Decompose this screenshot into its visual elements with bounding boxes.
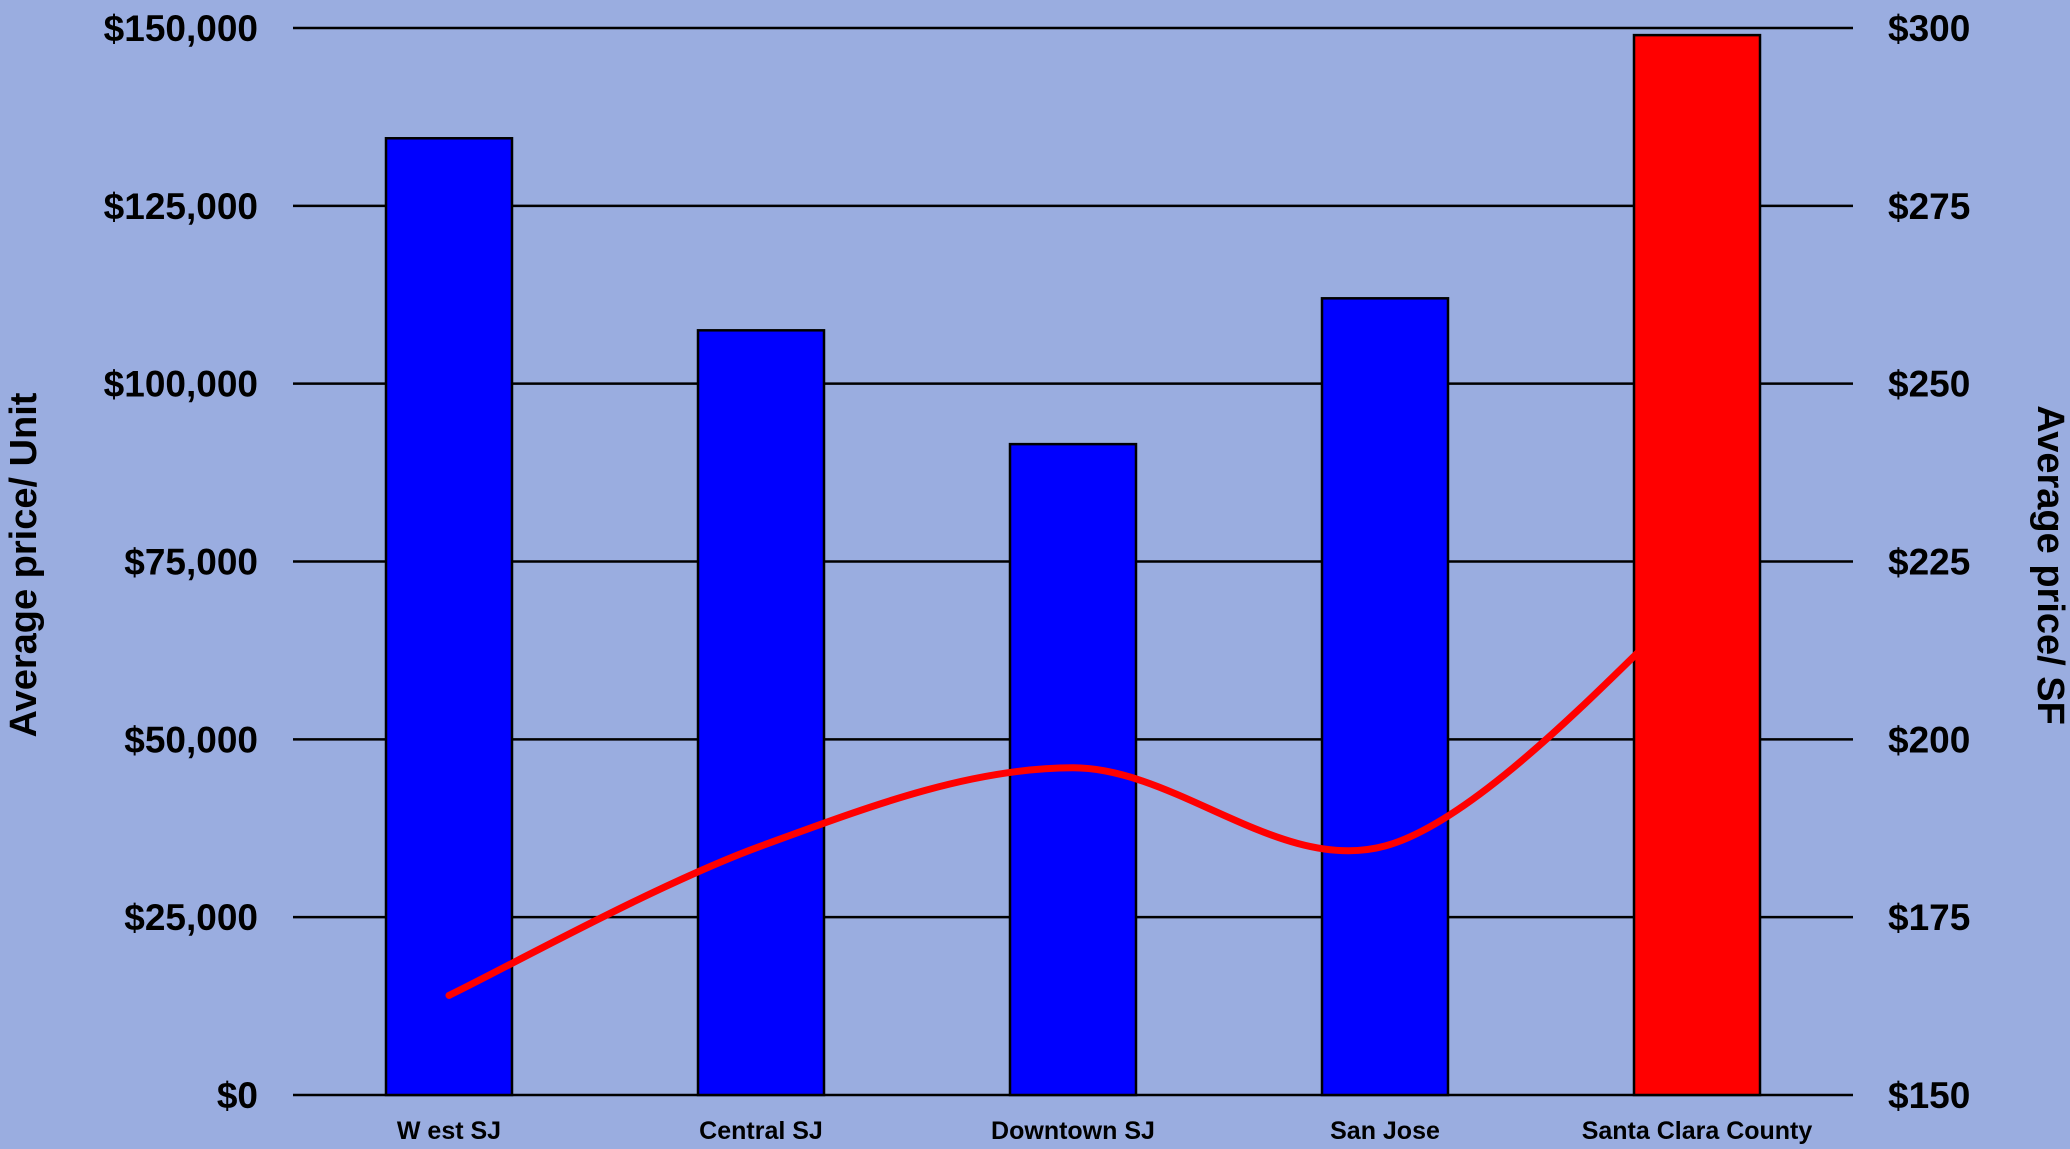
- y-axis-title-left: Average price/ Unit: [3, 392, 45, 737]
- left-tick-label: $150,000: [104, 8, 258, 49]
- x-tick-label: San Jose: [1330, 1117, 1440, 1145]
- x-tick-label: Central SJ: [699, 1117, 823, 1145]
- right-tick-label: $225: [1888, 542, 1970, 583]
- left-tick-label: $25,000: [124, 897, 258, 938]
- left-axis-ticks: $0 $25,000 $50,000 $75,000 $100,000 $125,000 $…: [104, 8, 258, 1116]
- right-tick-label: $150: [1888, 1075, 1970, 1116]
- bar: [1632, 33, 1762, 1097]
- bar: [384, 137, 514, 1097]
- x-axis-labels: W est SJ Central SJ Downtown SJ San Jose San…: [397, 1117, 1812, 1145]
- bar: [696, 329, 826, 1097]
- y-axis-title-right: Average price/ SF: [2029, 405, 2070, 725]
- right-axis-ticks: $150 $175 $200 $225 $250 $275 $300: [1888, 8, 1970, 1116]
- right-tick-label: $200: [1888, 719, 1970, 760]
- x-tick-label: Downtown SJ: [991, 1117, 1155, 1145]
- left-tick-label: $125,000: [104, 186, 258, 227]
- line-series: [445, 593, 1701, 999]
- right-tick-label: $275: [1888, 186, 1970, 227]
- left-tick-label: $50,000: [124, 719, 258, 760]
- x-tick-label: Santa Clara County: [1582, 1117, 1813, 1145]
- price-per-sf-line: [445, 593, 1701, 999]
- bars: [384, 33, 1762, 1097]
- right-tick-label: $175: [1888, 897, 1970, 938]
- right-tick-label: $300: [1888, 8, 1970, 49]
- right-tick-label: $250: [1888, 364, 1970, 405]
- left-tick-label: $75,000: [124, 542, 258, 583]
- bar: [1320, 297, 1450, 1097]
- x-tick-label: W est SJ: [397, 1117, 501, 1145]
- left-tick-label: $100,000: [104, 364, 258, 405]
- left-tick-label: $0: [217, 1075, 258, 1116]
